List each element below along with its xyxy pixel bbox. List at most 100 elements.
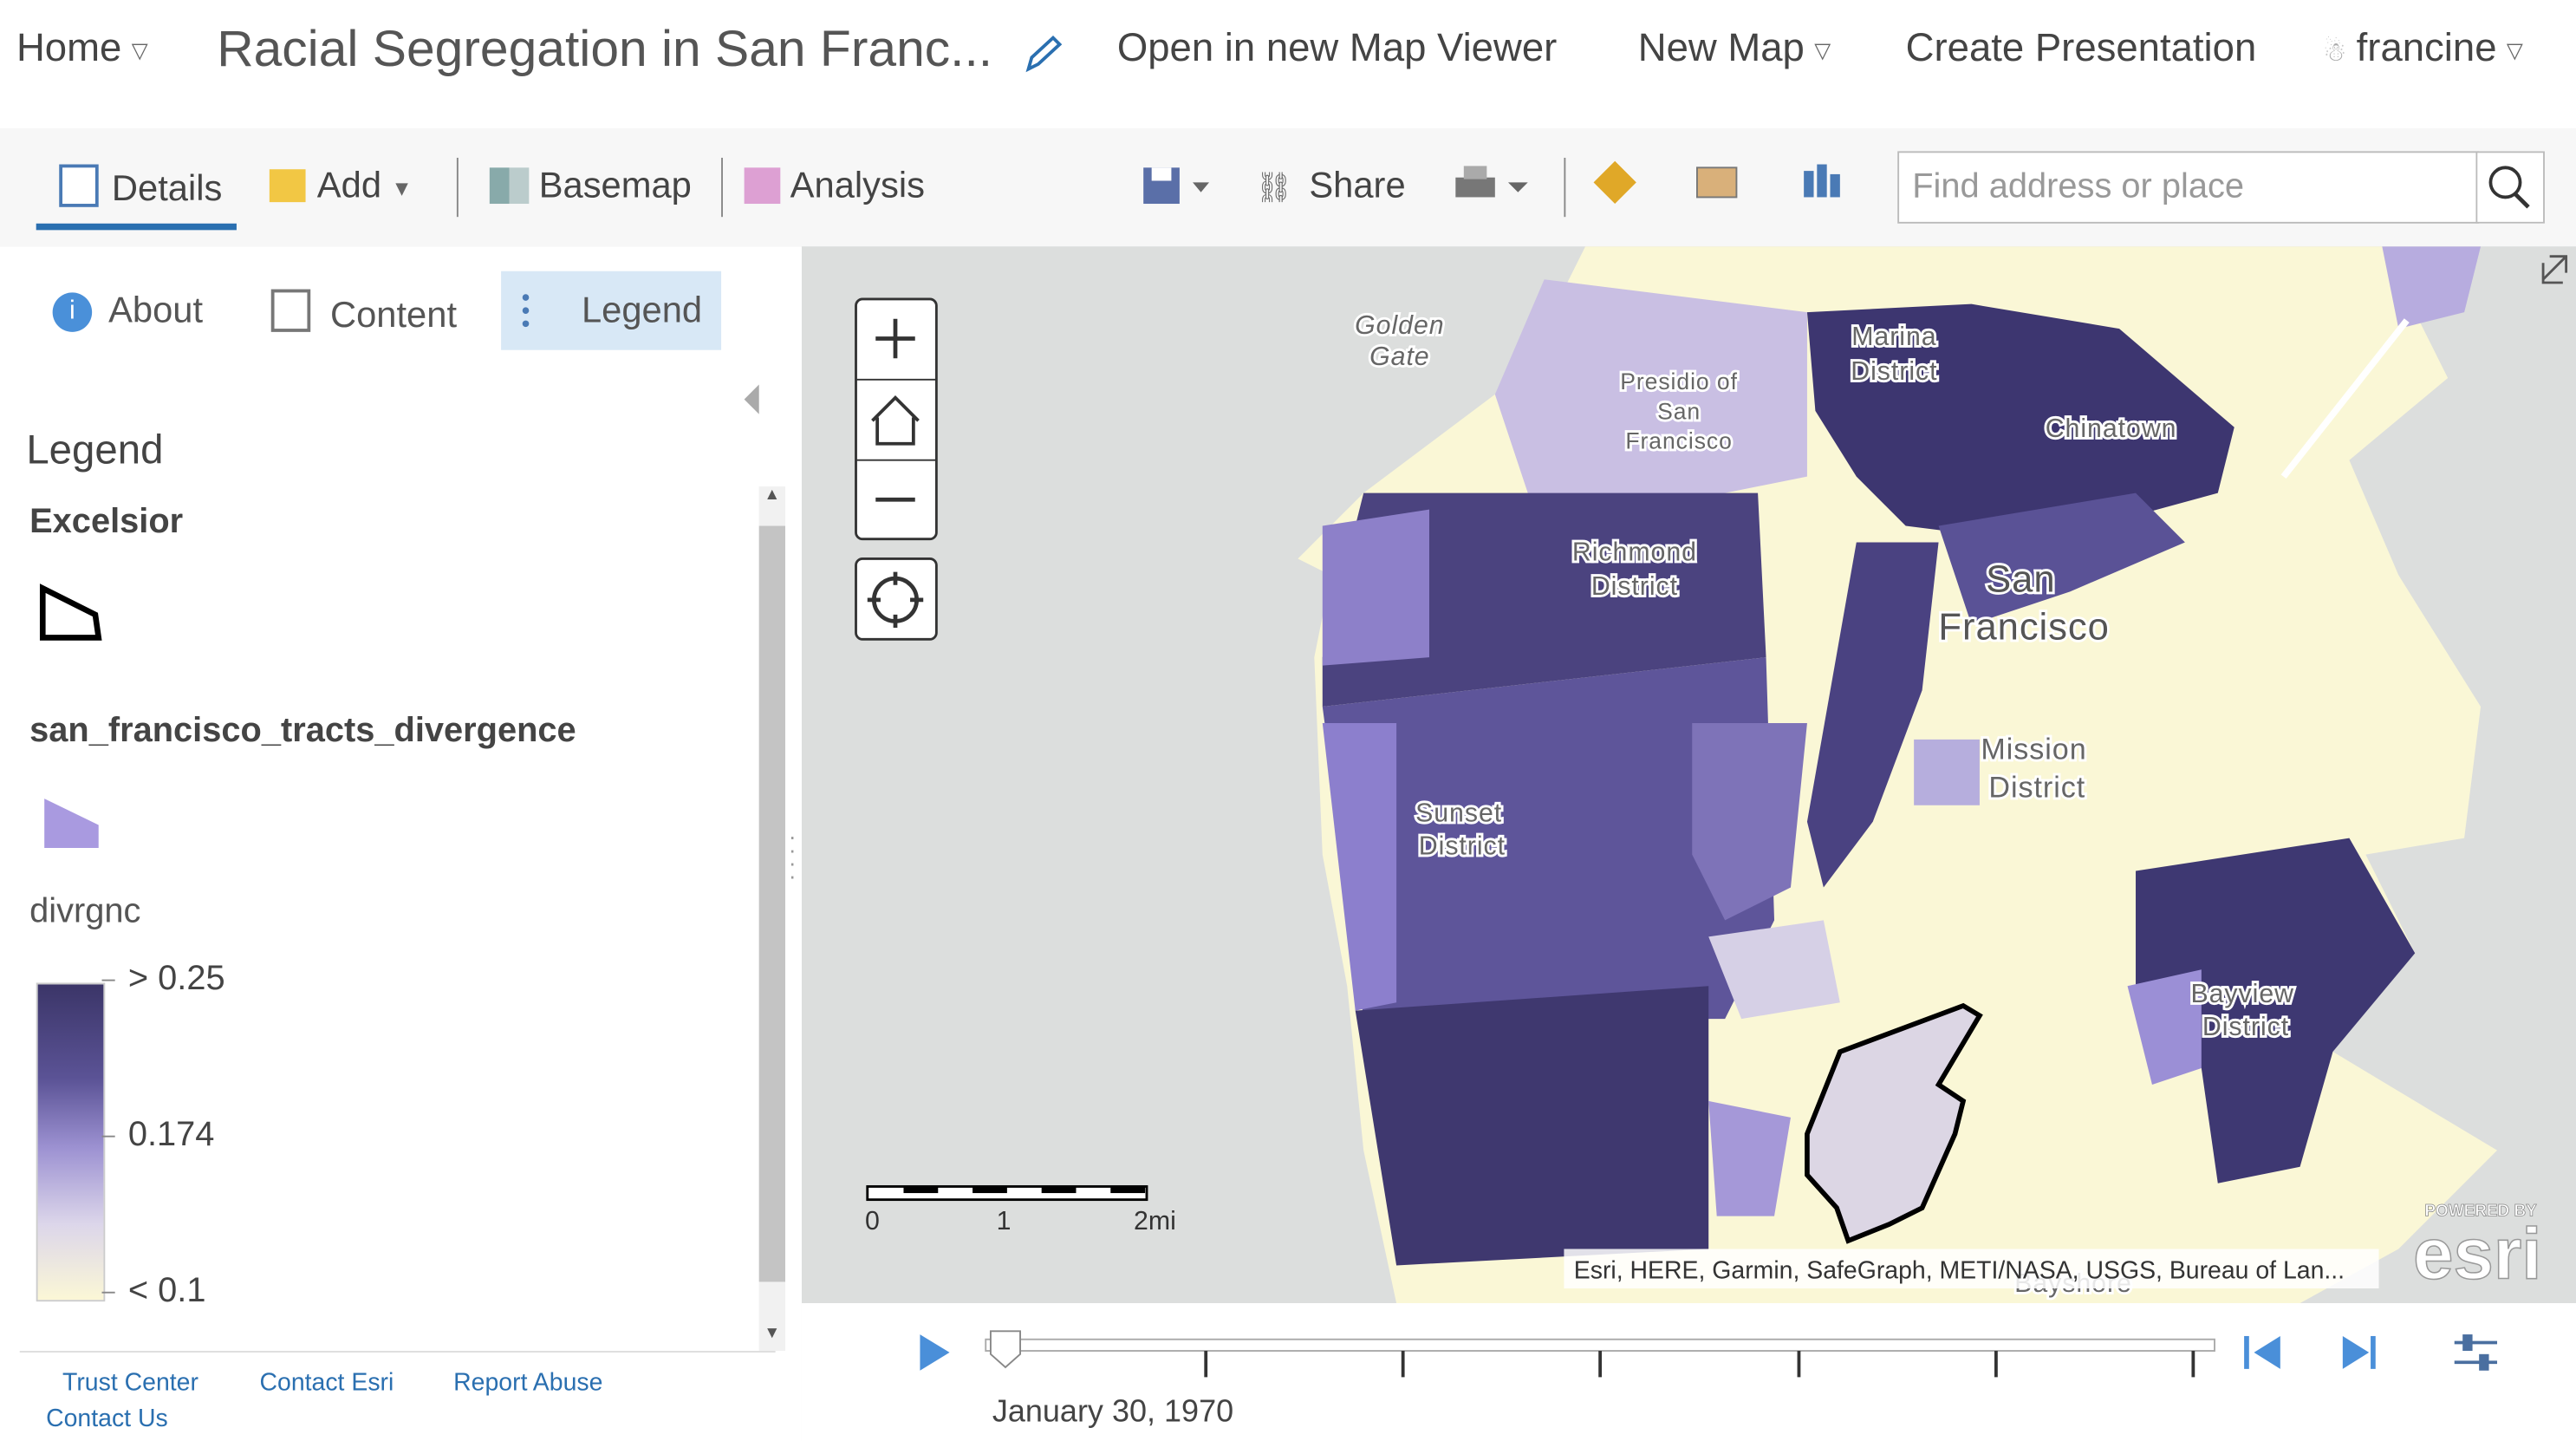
details-button[interactable]: Details	[59, 164, 223, 211]
collapse-button[interactable]	[739, 381, 765, 418]
map-label: Golden Gate	[1355, 311, 1444, 371]
analysis-button[interactable]: Analysis	[744, 164, 925, 207]
legend-label[interactable]: Legend	[581, 289, 703, 330]
esri-logo: esri	[2413, 1214, 2541, 1294]
add-label[interactable]: Add	[316, 164, 382, 205]
home-label[interactable]: Home	[16, 26, 122, 71]
measure-button[interactable]	[1692, 158, 1741, 207]
map-label: San Francisco	[1938, 558, 2109, 648]
search-box[interactable]: Find address or place	[1897, 151, 2480, 224]
home-menu[interactable]: Home ▽	[16, 26, 148, 71]
layer-name: Excelsior	[29, 502, 184, 541]
esri-powered-by: POWERED BY	[2424, 1203, 2537, 1221]
side-panel	[0, 246, 805, 1441]
print-button[interactable]	[1453, 161, 1541, 211]
active-tab-underline	[36, 223, 237, 231]
legend-heading: Legend	[26, 427, 164, 473]
ramp-tick	[101, 979, 115, 981]
search-placeholder[interactable]: Find address or place	[1912, 167, 2245, 205]
footer-link[interactable]: Report Abuse	[453, 1368, 603, 1398]
label-line: Francisco	[1938, 606, 2109, 648]
share-label[interactable]: Share	[1309, 164, 1406, 205]
bookmarks-button[interactable]	[1798, 158, 1847, 207]
basemap-button[interactable]: Basemap	[489, 164, 692, 207]
label-line: Bayview	[2190, 980, 2294, 1008]
save-button[interactable]	[1140, 161, 1215, 211]
open-viewer[interactable]: Open in new Map Viewer	[1116, 26, 1558, 71]
resize-handle[interactable]: · · · ·	[788, 823, 797, 890]
content-label[interactable]: Content	[329, 294, 458, 336]
footer-link[interactable]: Contact Us	[46, 1405, 168, 1433]
label-line: District	[1988, 771, 2085, 804]
step-buttons[interactable]	[2244, 1335, 2376, 1369]
new-map-label[interactable]: New Map	[1637, 26, 1805, 71]
search-button[interactable]	[2475, 151, 2545, 224]
label-line: San	[1657, 398, 1701, 424]
label-line: Gate	[1369, 342, 1430, 371]
ramp-label: > 0.25	[127, 959, 225, 998]
details-label[interactable]: Details	[111, 167, 223, 209]
label-line: Francisco	[1625, 427, 1732, 453]
analysis-label[interactable]: Analysis	[790, 164, 925, 205]
scrollbar-thumb[interactable]	[758, 525, 786, 1282]
map-label: Richmond District	[1572, 538, 1697, 601]
new-map-menu[interactable]: New Map ▽	[1637, 26, 1831, 71]
scale-label: 2mi	[1134, 1207, 1176, 1236]
ramp-tick	[101, 1135, 115, 1138]
label-line: Sunset	[1415, 799, 1502, 828]
slider-thumb[interactable]	[989, 1330, 1021, 1369]
ramp-label: < 0.1	[127, 1272, 206, 1310]
legend-tab-bg[interactable]	[501, 271, 722, 350]
user-name[interactable]: francine	[2356, 26, 2497, 71]
map[interactable]: Golden Gate Presidio of San Francisco Marin…	[801, 246, 2576, 1304]
scroll-down[interactable]: ▼	[764, 1324, 781, 1343]
content-tab[interactable]: Content	[270, 289, 458, 337]
about-label[interactable]: About	[108, 289, 204, 330]
edit-icon[interactable]	[1022, 33, 1064, 75]
about-tab[interactable]: i About	[52, 289, 204, 332]
map-label: Sunset District	[1415, 799, 1506, 861]
ramp-tick	[101, 1291, 115, 1294]
excelsior-symbol	[39, 584, 102, 641]
map-title: Racial Segregation in San Franc...	[217, 19, 993, 78]
map-label: Mission District	[1981, 734, 2086, 805]
map-label: Chinatown	[2046, 414, 2177, 443]
separator	[721, 157, 723, 218]
label-line: District	[1419, 832, 1506, 861]
zoom-controls[interactable]	[855, 297, 938, 641]
scale-label: 0	[865, 1207, 880, 1236]
add-button[interactable]: Add ▼	[269, 164, 413, 207]
color-ramp	[36, 982, 106, 1302]
scroll-up[interactable]: ▲	[764, 486, 781, 505]
scale-label: 1	[997, 1207, 1012, 1236]
divergence-symbol	[44, 799, 99, 849]
layer-name: san_francisco_tracts_divergence	[29, 711, 576, 750]
label-line: San	[1986, 558, 2055, 600]
footer-link[interactable]: Contact Esri	[259, 1368, 394, 1398]
map-label: Presidio of San Francisco	[1620, 368, 1738, 453]
legend-tab[interactable]: Legend	[522, 289, 703, 332]
directions-button[interactable]	[1590, 158, 1640, 207]
map-label: Marina District	[1851, 323, 1937, 386]
footer-divider	[19, 1351, 776, 1353]
separator	[1564, 157, 1566, 218]
play-button[interactable]	[920, 1334, 950, 1371]
separator	[456, 157, 459, 218]
slider-settings[interactable]	[2454, 1334, 2498, 1371]
share-button[interactable]: ⛓ Share	[1255, 164, 1406, 205]
footer-link[interactable]: Trust Center	[62, 1368, 198, 1398]
attribution[interactable]: Esri, HERE, Garmin, SafeGraph, METI/NASA…	[1574, 1257, 2345, 1285]
label-line: Richmond	[1572, 538, 1697, 566]
excelsior-outline[interactable]	[1805, 1002, 1983, 1244]
create-presentation[interactable]: Create Presentation	[1905, 26, 2257, 71]
expand-button[interactable]	[2541, 255, 2568, 284]
basemap-label[interactable]: Basemap	[538, 164, 692, 205]
label-line: Mission	[1981, 734, 2086, 766]
time-slider-controls[interactable]	[802, 1303, 2576, 1402]
label-line: Marina	[1851, 323, 1936, 351]
label-line: Golden	[1355, 311, 1444, 340]
user-menu[interactable]: ☃ francine ▽	[2323, 26, 2523, 71]
